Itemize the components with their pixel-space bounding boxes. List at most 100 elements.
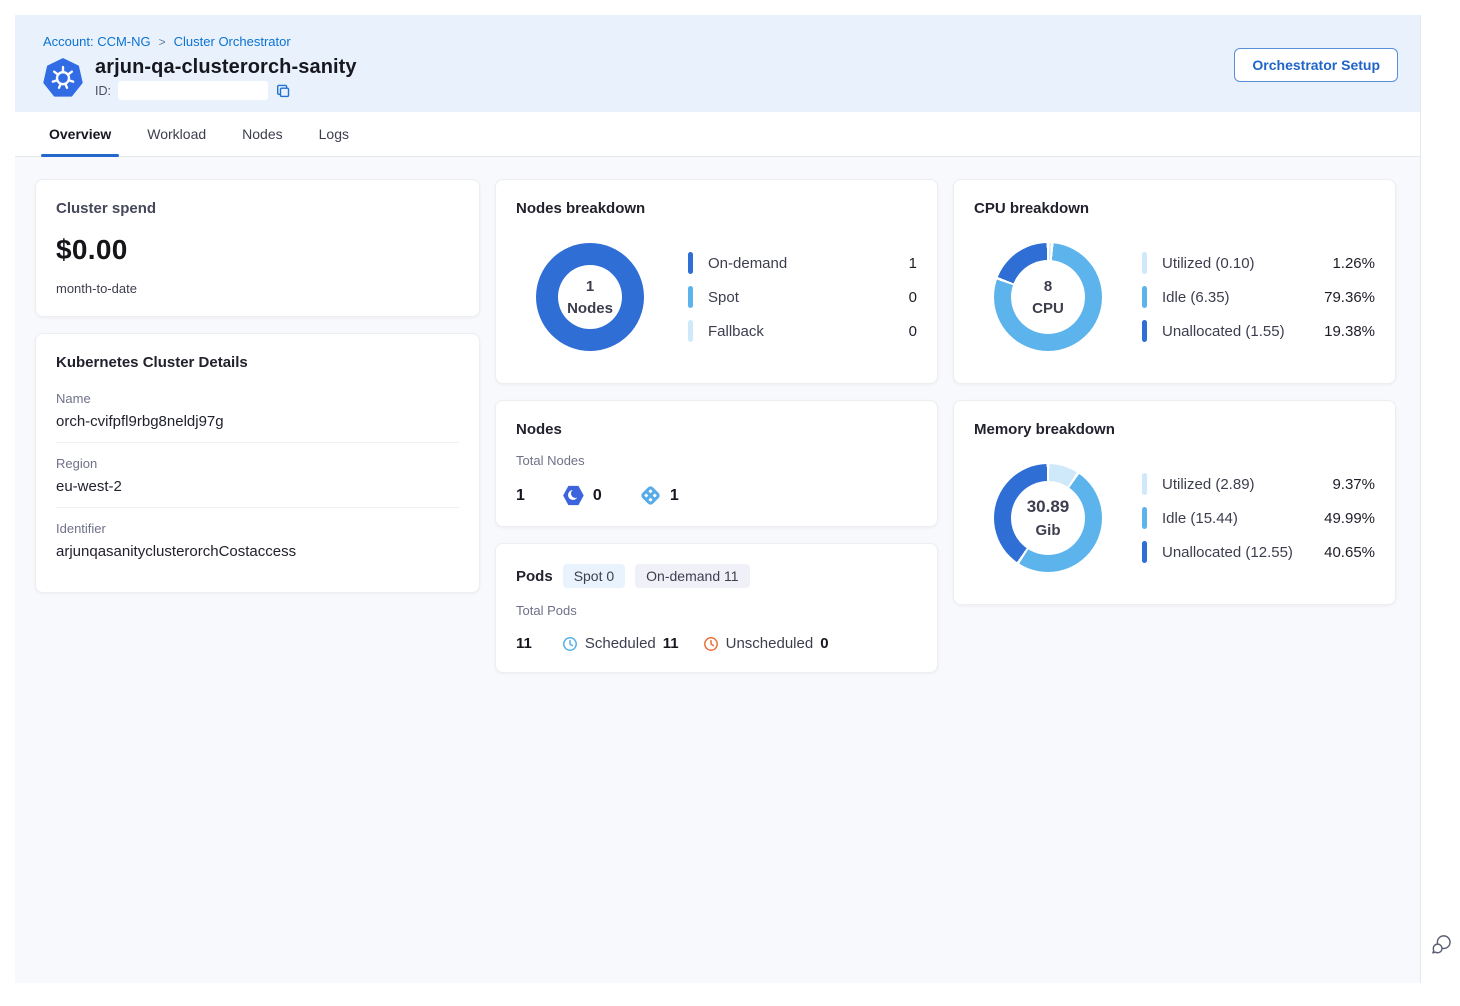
legend-label: Fallback [708, 322, 764, 340]
field-value: arjunqasanityclusterorchCostaccess [56, 543, 297, 560]
legend-marker [1142, 252, 1147, 274]
legend-marker [1142, 541, 1147, 563]
breadcrumb-separator-icon: > [158, 34, 166, 49]
field-label: Identifier [56, 521, 106, 536]
breadcrumb-account-link[interactable]: Account: CCM-NG [43, 34, 151, 49]
total-pods-count: 11 [516, 635, 532, 652]
donut-center-value: 30.89 [1026, 497, 1070, 516]
scheduled-clock-icon [562, 636, 578, 652]
ondemand-node-icon [639, 484, 661, 507]
legend-value: 79.36% [1324, 288, 1375, 306]
legend-row-unallocated: Unallocated (12.55) 40.65% [1142, 541, 1375, 563]
cpu-breakdown-card: CPU breakdown 8 CPU Utilized (0.10) 1.26… [953, 179, 1396, 384]
legend-value: 9.37% [1332, 475, 1375, 493]
donut-center-label: Gib [1035, 522, 1061, 539]
pods-card-title: Pods [516, 567, 553, 585]
ondemand-node-count: 1 [669, 486, 679, 504]
cluster-spend-title: Cluster spend [56, 200, 157, 217]
total-nodes-label: Total Nodes [516, 453, 585, 468]
tab-workload[interactable]: Workload [147, 126, 207, 142]
legend-row-unallocated: Unallocated (1.55) 19.38% [1142, 320, 1375, 342]
spot-node-icon [563, 485, 584, 506]
legend-row-utilized: Utilized (0.10) 1.26% [1142, 252, 1375, 274]
chat-feedback-icon[interactable] [1430, 933, 1453, 956]
legend-row-spot: Spot 0 [688, 286, 917, 308]
breadcrumb-section-link[interactable]: Cluster Orchestrator [173, 34, 291, 49]
legend-value: 0 [908, 288, 917, 306]
legend-label: Unallocated (12.55) [1162, 543, 1293, 561]
legend-marker [688, 320, 693, 342]
unscheduled-label: Unscheduled [725, 635, 814, 652]
legend-label: Spot [708, 288, 739, 306]
nodes-breakdown-card: Nodes breakdown 1 Nodes On-demand 1 [495, 179, 938, 384]
donut-center-label: Nodes [567, 299, 613, 317]
cluster-details-title: Kubernetes Cluster Details [56, 354, 248, 371]
legend-label: Utilized (0.10) [1162, 254, 1255, 272]
page-title: arjun-qa-clusterorch-sanity [95, 56, 357, 78]
legend-marker [1142, 507, 1147, 529]
cluster-spend-card: Cluster spend $0.00 month-to-date [35, 179, 480, 317]
overview-content: Cluster spend $0.00 month-to-date Kubern… [15, 157, 1420, 983]
kubernetes-logo-icon [43, 58, 83, 98]
cluster-details-card: Kubernetes Cluster Details Name orch-cvi… [35, 333, 480, 593]
legend-label: On-demand [708, 254, 788, 272]
legend-marker [1142, 320, 1147, 342]
legend-row-idle: Idle (6.35) 79.36% [1142, 286, 1375, 308]
pods-card: Pods Spot 0 On-demand 11 Total Pods 11 [495, 543, 938, 673]
spot-pods-badge: Spot 0 [562, 564, 626, 588]
legend-marker [1142, 286, 1147, 308]
nodes-card-title: Nodes [516, 421, 562, 438]
tab-overview[interactable]: Overview [40, 112, 120, 157]
cluster-orchestrator-page: Account: CCM-NG > Cluster Orchestrator [15, 15, 1421, 983]
donut-center-value: 1 [585, 277, 595, 295]
page-header: Account: CCM-NG > Cluster Orchestrator [15, 15, 1420, 112]
tab-logs[interactable]: Logs [318, 126, 349, 142]
legend-label: Unallocated (1.55) [1162, 322, 1285, 340]
detail-field-region: Region eu-west-2 [56, 442, 459, 507]
nodes-breakdown-donut-chart: 1 Nodes [536, 243, 644, 351]
legend-marker [688, 252, 693, 274]
nodes-card: Nodes Total Nodes 1 0 1 [495, 400, 938, 527]
total-pods-label: Total Pods [516, 603, 577, 618]
legend-value: 40.65% [1324, 543, 1375, 561]
donut-center-label: CPU [1032, 299, 1064, 317]
nodes-breakdown-title: Nodes breakdown [516, 200, 646, 217]
unscheduled-count: 0 [820, 635, 829, 652]
memory-breakdown-donut-chart: 30.89 Gib [994, 464, 1102, 572]
legend-marker [1142, 473, 1147, 495]
legend-label: Utilized (2.89) [1162, 475, 1255, 493]
field-label: Region [56, 456, 98, 471]
legend-row-ondemand: On-demand 1 [688, 252, 917, 274]
legend-value: 49.99% [1324, 509, 1375, 527]
tab-nodes[interactable]: Nodes [242, 126, 283, 142]
field-label: Name [56, 391, 91, 406]
legend-value: 1.26% [1332, 254, 1375, 272]
id-label: ID: [95, 83, 111, 98]
cluster-id-value [117, 81, 268, 100]
legend-label: Idle (6.35) [1162, 288, 1230, 306]
unscheduled-clock-icon [703, 636, 719, 652]
legend-value: 1 [908, 254, 917, 272]
legend-value: 0 [908, 322, 917, 340]
cluster-spend-period: month-to-date [56, 281, 137, 296]
cpu-breakdown-title: CPU breakdown [974, 200, 1090, 217]
field-value: orch-cvifpfl9rbg8neldj97g [56, 413, 224, 430]
scheduled-label: Scheduled [584, 635, 656, 652]
legend-label: Idle (15.44) [1162, 509, 1238, 527]
legend-value: 19.38% [1324, 322, 1375, 340]
legend-row-idle: Idle (15.44) 49.99% [1142, 507, 1375, 529]
spot-node-count: 0 [592, 486, 602, 504]
breadcrumb: Account: CCM-NG > Cluster Orchestrator [43, 34, 1398, 49]
total-nodes-count: 1 [516, 486, 525, 504]
scheduled-count: 11 [662, 635, 679, 652]
detail-field-name: Name orch-cvifpfl9rbg8neldj97g [56, 378, 459, 442]
orchestrator-setup-button[interactable]: Orchestrator Setup [1234, 48, 1398, 82]
detail-field-identifier: Identifier arjunqasanityclusterorchCosta… [56, 507, 459, 572]
legend-row-utilized: Utilized (2.89) 9.37% [1142, 473, 1375, 495]
memory-breakdown-title: Memory breakdown [974, 421, 1115, 438]
cpu-breakdown-donut-chart: 8 CPU [994, 243, 1102, 351]
legend-marker [688, 286, 693, 308]
cluster-spend-amount: $0.00 [56, 234, 128, 265]
copy-id-icon[interactable] [275, 83, 291, 99]
donut-center-value: 8 [1043, 277, 1053, 295]
